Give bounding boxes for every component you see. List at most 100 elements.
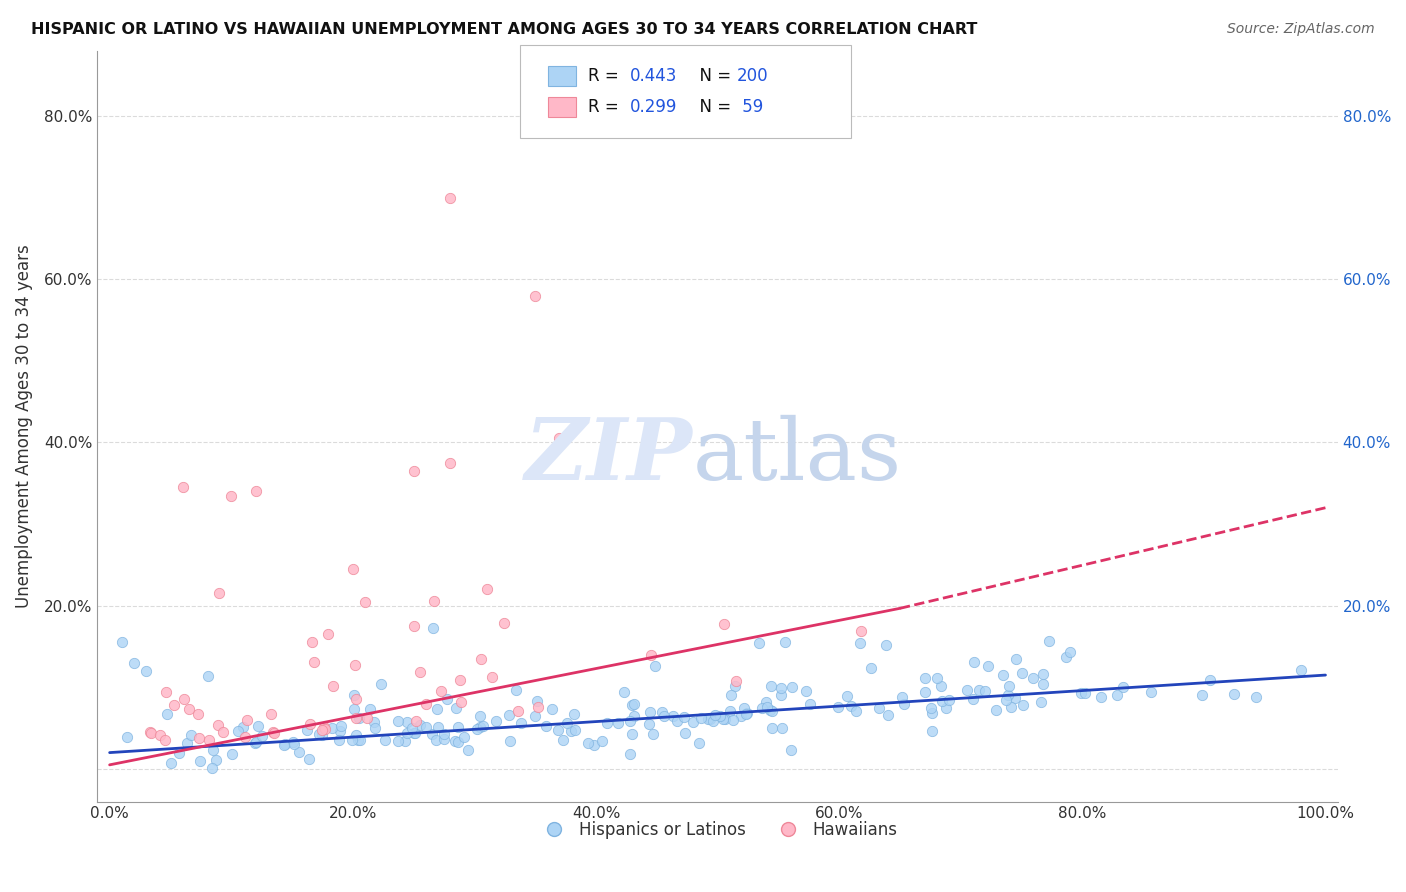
Hawaiians bbox=[298, 717, 321, 731]
Hawaiians bbox=[344, 711, 367, 725]
Text: Source: ZipAtlas.com: Source: ZipAtlas.com bbox=[1227, 22, 1375, 37]
Hispanics or Latinos bbox=[638, 717, 661, 731]
Text: 0.299: 0.299 bbox=[630, 98, 678, 116]
Text: N =: N = bbox=[689, 98, 737, 116]
Hispanics or Latinos bbox=[226, 724, 249, 739]
Hawaiians bbox=[245, 484, 267, 499]
Hispanics or Latinos bbox=[673, 710, 696, 724]
Hawaiians bbox=[262, 724, 284, 739]
Hawaiians bbox=[311, 723, 333, 738]
Hispanics or Latinos bbox=[329, 719, 352, 733]
Hawaiians bbox=[439, 191, 461, 205]
Hawaiians bbox=[405, 714, 427, 728]
Hispanics or Latinos bbox=[773, 634, 796, 648]
Hispanics or Latinos bbox=[433, 731, 456, 746]
Hispanics or Latinos bbox=[868, 701, 890, 715]
Hispanics or Latinos bbox=[576, 736, 599, 750]
Hispanics or Latinos bbox=[499, 734, 522, 748]
Hispanics or Latinos bbox=[770, 721, 793, 735]
Hawaiians bbox=[233, 730, 256, 744]
Hispanics or Latinos bbox=[560, 723, 582, 738]
Hispanics or Latinos bbox=[1000, 699, 1022, 714]
Text: 200: 200 bbox=[737, 67, 768, 85]
Hawaiians bbox=[409, 665, 432, 679]
Hispanics or Latinos bbox=[547, 723, 569, 737]
Hispanics or Latinos bbox=[370, 677, 392, 691]
Hispanics or Latinos bbox=[662, 708, 685, 723]
Hawaiians bbox=[449, 673, 471, 687]
Hispanics or Latinos bbox=[709, 709, 731, 723]
Hawaiians bbox=[301, 635, 323, 649]
Hispanics or Latinos bbox=[977, 658, 1000, 673]
Hispanics or Latinos bbox=[780, 743, 803, 757]
Hispanics or Latinos bbox=[794, 684, 817, 698]
Hispanics or Latinos bbox=[111, 635, 134, 649]
Hispanics or Latinos bbox=[938, 693, 960, 707]
Hispanics or Latinos bbox=[232, 720, 254, 734]
Hispanics or Latinos bbox=[733, 700, 755, 714]
Hispanics or Latinos bbox=[510, 716, 533, 731]
Hispanics or Latinos bbox=[349, 732, 371, 747]
Hawaiians bbox=[475, 582, 498, 597]
Hispanics or Latinos bbox=[188, 754, 211, 768]
Text: R =: R = bbox=[588, 67, 624, 85]
Hispanics or Latinos bbox=[914, 671, 936, 685]
Text: R =: R = bbox=[588, 98, 624, 116]
Text: HISPANIC OR LATINO VS HAWAIIAN UNEMPLOYMENT AMONG AGES 30 TO 34 YEARS CORRELATIO: HISPANIC OR LATINO VS HAWAIIAN UNEMPLOYM… bbox=[31, 22, 977, 37]
Hawaiians bbox=[149, 728, 172, 742]
Hispanics or Latinos bbox=[1223, 687, 1246, 701]
Hispanics or Latinos bbox=[914, 685, 936, 699]
Hispanics or Latinos bbox=[651, 705, 673, 719]
Hispanics or Latinos bbox=[534, 719, 557, 733]
Hispanics or Latinos bbox=[974, 684, 997, 698]
Hispanics or Latinos bbox=[283, 737, 305, 751]
Hawaiians bbox=[506, 704, 529, 718]
Hispanics or Latinos bbox=[1140, 685, 1163, 699]
Hawaiians bbox=[263, 725, 285, 739]
Hawaiians bbox=[492, 615, 515, 630]
Hispanics or Latinos bbox=[730, 709, 752, 723]
Hispanics or Latinos bbox=[374, 732, 396, 747]
Hawaiians bbox=[430, 683, 453, 698]
Hawaiians bbox=[138, 725, 160, 739]
Hispanics or Latinos bbox=[849, 636, 872, 650]
Hispanics or Latinos bbox=[876, 707, 898, 722]
Hispanics or Latinos bbox=[180, 728, 202, 742]
Hispanics or Latinos bbox=[929, 679, 952, 693]
Hispanics or Latinos bbox=[761, 705, 783, 719]
Hispanics or Latinos bbox=[596, 716, 619, 731]
Hispanics or Latinos bbox=[1090, 690, 1112, 705]
Hispanics or Latinos bbox=[751, 700, 773, 714]
Hispanics or Latinos bbox=[328, 723, 350, 738]
Hispanics or Latinos bbox=[447, 735, 470, 749]
Legend: Hispanics or Latinos, Hawaiians: Hispanics or Latinos, Hawaiians bbox=[531, 814, 904, 846]
Hispanics or Latinos bbox=[562, 707, 585, 722]
Y-axis label: Unemployment Among Ages 30 to 34 years: Unemployment Among Ages 30 to 34 years bbox=[15, 244, 32, 608]
Hispanics or Latinos bbox=[956, 682, 979, 697]
Hispanics or Latinos bbox=[665, 714, 688, 728]
Hispanics or Latinos bbox=[122, 656, 145, 670]
Hawaiians bbox=[155, 685, 177, 699]
Hawaiians bbox=[402, 464, 425, 478]
Hawaiians bbox=[322, 679, 344, 693]
Hispanics or Latinos bbox=[205, 753, 228, 767]
Hispanics or Latinos bbox=[359, 702, 381, 716]
Hispanics or Latinos bbox=[591, 734, 613, 748]
Hispanics or Latinos bbox=[1011, 665, 1033, 680]
Hispanics or Latinos bbox=[1105, 688, 1128, 702]
Hispanics or Latinos bbox=[652, 708, 675, 723]
Hispanics or Latinos bbox=[202, 743, 225, 757]
Hispanics or Latinos bbox=[159, 756, 181, 771]
Hispanics or Latinos bbox=[921, 723, 943, 738]
Hispanics or Latinos bbox=[734, 706, 756, 721]
Hispanics or Latinos bbox=[176, 736, 198, 750]
Hispanics or Latinos bbox=[436, 691, 458, 706]
Hispanics or Latinos bbox=[721, 713, 744, 727]
Hispanics or Latinos bbox=[673, 726, 696, 740]
Hispanics or Latinos bbox=[564, 723, 586, 738]
Hispanics or Latinos bbox=[620, 727, 643, 741]
Hawaiians bbox=[260, 707, 283, 722]
Hispanics or Latinos bbox=[468, 708, 491, 723]
Hawaiians bbox=[725, 674, 748, 689]
Hawaiians bbox=[304, 655, 326, 669]
